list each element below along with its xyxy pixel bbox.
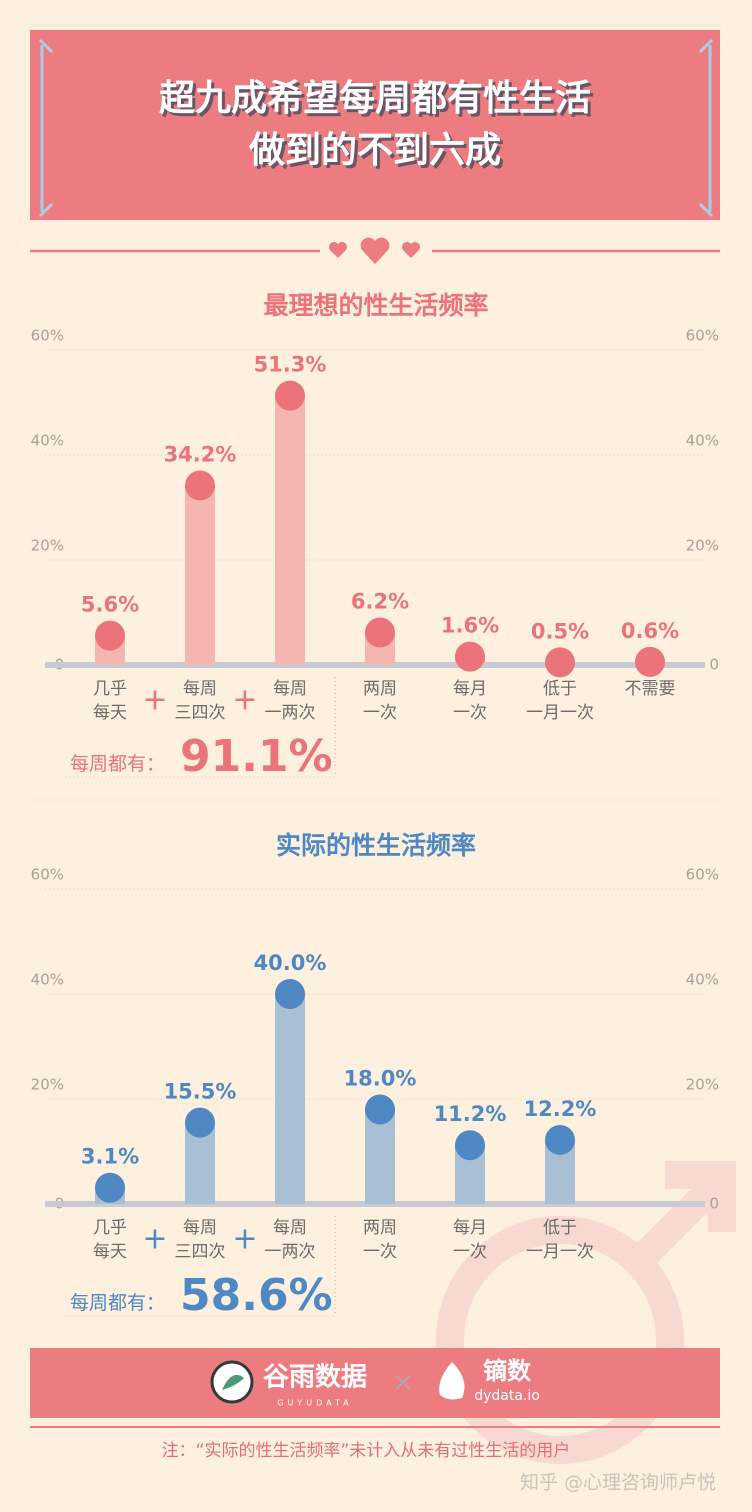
plus: + <box>142 683 167 718</box>
value-label: 0.5% <box>531 619 589 643</box>
summary-value: 91.1% <box>180 731 333 782</box>
y-tick-label: 60% <box>31 866 64 884</box>
y-tick-label: 0 <box>709 656 719 674</box>
heart <box>360 237 390 264</box>
title: 做到的不到六成 <box>248 130 501 171</box>
bar <box>275 994 305 1204</box>
bar-dot <box>275 380 305 411</box>
header-frame <box>38 38 714 218</box>
x-tick-label: 每周 一两次 <box>264 679 316 723</box>
plus: + <box>232 1222 257 1257</box>
plus: + <box>142 1222 167 1257</box>
logo <box>439 1362 465 1400</box>
brand-sub: GUYUDATA <box>277 1399 352 1408</box>
bar <box>365 1109 395 1204</box>
value-label: 40.0% <box>254 951 327 975</box>
bar-dot <box>365 1094 395 1125</box>
value-label: 18.0% <box>344 1067 417 1091</box>
watermark: 知乎 @心理咨询师卢悦 <box>520 1472 716 1494</box>
brand-sub: dydata.io <box>474 1388 540 1404</box>
x-tick-label: 每月 一次 <box>453 1218 487 1262</box>
x-tick-label: 每周 一两次 <box>264 1218 316 1262</box>
bar-dot <box>635 646 665 677</box>
title-shadow: 超九成希望每周都有性生活 <box>162 81 594 122</box>
header-box <box>30 30 720 220</box>
y-tick-label: 40% <box>686 432 719 450</box>
decoration <box>630 1161 736 1270</box>
summary-label: 每周都有： <box>70 753 166 775</box>
bar <box>275 395 305 665</box>
value-label: 15.5% <box>164 1080 237 1104</box>
x-tick-label: 每月 一次 <box>453 679 487 723</box>
bar-dot <box>455 641 485 672</box>
plus: + <box>232 683 257 718</box>
x-tick-label: 两周 一次 <box>363 1218 397 1262</box>
x-tick-label: 不需要 <box>624 679 676 699</box>
logo <box>222 1374 244 1390</box>
x-tick-label: 每周 三四次 <box>174 679 226 723</box>
summary-label: 每周都有： <box>70 1292 166 1314</box>
y-tick-label: 20% <box>31 1076 64 1094</box>
y-tick-label: 60% <box>686 327 719 345</box>
note: 注：“实际的性生活频率”未计入从未有过性生活的用户 <box>162 1441 571 1461</box>
title: 超九成希望每周都有性生活 <box>159 78 591 119</box>
value-label: 5.6% <box>81 593 139 617</box>
x-tick-label: 每周 三四次 <box>174 1218 226 1262</box>
times: × <box>392 1368 414 1398</box>
x-tick-label: 两周 一次 <box>363 679 397 723</box>
value-label: 6.2% <box>351 589 409 613</box>
value-label: 51.3% <box>254 353 327 377</box>
value-label: 1.6% <box>441 614 499 638</box>
summary-value: 58.6% <box>180 1270 333 1321</box>
bar-dot <box>275 979 305 1009</box>
decoration <box>436 1216 684 1464</box>
y-tick-label: 40% <box>31 971 64 989</box>
value-label: 12.2% <box>524 1097 597 1121</box>
value-label: 3.1% <box>81 1145 139 1169</box>
y-tick-label: 40% <box>686 971 719 989</box>
heart <box>329 242 347 258</box>
x-tick-label: 几乎 每天 <box>93 1218 127 1262</box>
bar-dot <box>185 470 215 501</box>
bar-dot <box>545 647 575 678</box>
y-tick-label: 60% <box>31 327 64 345</box>
y-tick-label: 20% <box>31 537 64 555</box>
brand: 镝数 <box>483 1357 532 1385</box>
bar-dot <box>455 1130 485 1161</box>
y-tick-label: 40% <box>31 432 64 450</box>
bar <box>185 485 215 665</box>
bar-dot <box>365 617 395 648</box>
title-shadow: 做到的不到六成 <box>251 133 504 174</box>
x-tick-label: 低于 一月一次 <box>526 1218 594 1262</box>
footer-band <box>30 1348 720 1418</box>
value-label: 0.6% <box>621 619 679 643</box>
heart <box>402 242 420 258</box>
value-label: 11.2% <box>434 1102 507 1126</box>
value-label: 34.2% <box>164 442 237 466</box>
chart-title: 最理想的性生活频率 <box>263 291 488 320</box>
brand: 谷雨数据 <box>263 1363 367 1393</box>
chart-title: 实际的性生活频率 <box>276 831 476 860</box>
x-tick-label: 几乎 每天 <box>93 679 127 723</box>
bar-dot <box>95 620 125 651</box>
x-tick-label: 低于 一月一次 <box>526 679 594 723</box>
y-tick-label: 0 <box>709 1195 719 1213</box>
bar-dot <box>185 1107 215 1138</box>
bar-dot <box>545 1124 575 1155</box>
y-tick-label: 20% <box>686 537 719 555</box>
y-tick-label: 60% <box>686 866 719 884</box>
bar-dot <box>95 1172 125 1203</box>
y-tick-label: 20% <box>686 1076 719 1094</box>
